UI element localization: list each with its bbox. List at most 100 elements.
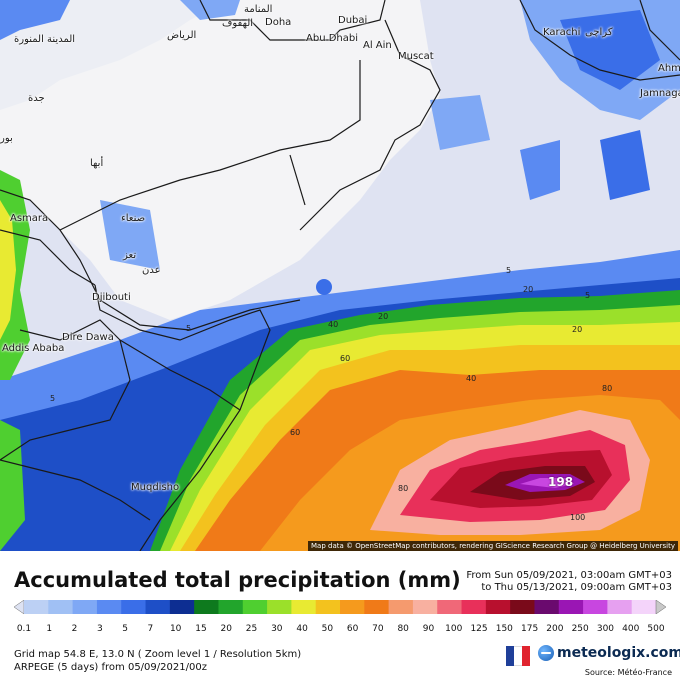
time-range-from: From Sun 05/09/2021, 03:00am GMT+03 [466, 570, 672, 581]
meteologix-logo[interactable]: meteologix.com [538, 645, 680, 661]
legend-tick-label: 30 [271, 624, 283, 634]
contour-label: 5 [585, 291, 591, 300]
model-info: ARPEGE (5 days) from 05/09/2021/00z [14, 662, 207, 673]
time-range-to: to Thu 05/13/2021, 09:00am GMT+03 [481, 582, 672, 593]
legend-tick-label: 10 [169, 624, 182, 634]
legend-swatch [169, 600, 195, 614]
legend-swatch [461, 600, 487, 614]
globe-icon [538, 645, 554, 661]
legend-tick-label: 400 [622, 624, 640, 634]
city-label-jeddah: جدة [28, 93, 45, 104]
contour-label: 60 [340, 354, 351, 363]
legend-tick-label: 50 [321, 624, 334, 634]
contour-label: 20 [523, 285, 534, 294]
contour-label: 5 [50, 394, 56, 403]
city-label-abha: أبها [90, 158, 104, 169]
legend-swatch [267, 600, 292, 614]
contour-label-max: 198 [548, 475, 574, 489]
france-flag-icon [506, 646, 530, 666]
legend-tick-label: 300 [596, 624, 615, 634]
legend-tick-label: 40 [296, 624, 308, 634]
city-label-karachi: Karachi [543, 27, 581, 38]
legend-tick-label: 70 [372, 624, 384, 634]
city-label-dire-dawa: Dire Dawa [62, 332, 114, 343]
city-label-karachi-urdu: كراچی [585, 27, 613, 38]
legend-swatch [218, 600, 244, 614]
city-label-sanaa: صنعاء [121, 213, 146, 224]
legend-arrow-right [655, 600, 666, 614]
contour-label: 5 [186, 324, 192, 333]
legend-tick-label: 500 [647, 624, 665, 634]
legend-swatch [24, 600, 49, 614]
contour-label: 100 [570, 513, 586, 522]
legend-tick-label: 3 [96, 624, 103, 634]
legend-swatch [194, 600, 219, 614]
legend-color-bar [14, 600, 666, 614]
logo-text: meteologix.com [557, 645, 680, 661]
legend-swatch [534, 600, 560, 614]
contour-label: 80 [602, 384, 613, 393]
city-label-taiz: تعز [123, 250, 137, 261]
city-label-muscat: Muscat [398, 51, 434, 62]
city-label-al-ain: Al Ain [363, 40, 392, 51]
legend-tick-label: 200 [546, 624, 564, 634]
map-title: Accumulated total precipitation (mm) [14, 568, 461, 592]
city-label-jamnagar: Jamnaga [640, 88, 680, 99]
contour-label: 40 [466, 374, 477, 383]
legend-swatch [315, 600, 341, 614]
legend-tick-label: 15 [195, 624, 207, 634]
legend-swatch [121, 600, 147, 614]
contour-label: 80 [398, 484, 409, 493]
city-label-asmara: Asmara [10, 213, 49, 224]
city-label-muqdisho: Muqdisho [131, 482, 180, 493]
city-label-riyadh: الرياض [167, 30, 197, 41]
legend-tick-label: 100 [445, 624, 463, 634]
legend-swatch [340, 600, 365, 614]
legend-tick-label: 125 [470, 624, 488, 634]
legend-swatch [242, 600, 268, 614]
legend-swatch [96, 600, 122, 614]
city-label-dubai: Dubai [338, 15, 368, 26]
legend-tick-label: 0.1 [16, 624, 32, 634]
legend-arrow-left [14, 600, 25, 614]
city-label-madinah: المدينة المنورة [14, 34, 76, 45]
legend-tick-label: 7 [147, 624, 154, 634]
legend-swatch [364, 600, 390, 614]
map-attribution[interactable]: Map data © OpenStreetMap contributors, r… [308, 541, 678, 551]
city-label-addis-ababa: Addis Ababa [2, 343, 65, 354]
city-label-aden: عدن [142, 265, 161, 276]
legend-tick-label: 150 [495, 624, 513, 634]
legend-tick-label: 20 [220, 624, 232, 634]
legend-swatch [631, 600, 657, 614]
map-canvas [0, 0, 680, 551]
legend-swatch [388, 600, 414, 614]
city-label-ahmedabad: Ahm [658, 63, 680, 74]
legend-swatch [485, 600, 511, 614]
legend-swatch [510, 600, 535, 614]
legend-swatch [558, 600, 584, 614]
contour-label: 5 [506, 266, 512, 275]
legend-tick-label: 5 [122, 624, 128, 634]
legend-swatch [583, 600, 608, 614]
grid-info: Grid map 54.8 E, 13.0 N ( Zoom level 1 /… [14, 649, 302, 660]
legend-tick-label: 1 [46, 624, 53, 634]
city-label-manama: المنامة [244, 4, 273, 15]
legend-tick-label: 90 [422, 624, 435, 634]
map-footer [0, 551, 680, 680]
legend-swatch [607, 600, 633, 614]
city-label-djibouti: Djibouti [92, 292, 131, 303]
legend-swatch [291, 600, 317, 614]
city-label-doha: Doha [265, 17, 292, 28]
legend-tick-label: 60 [346, 624, 359, 634]
legend-swatch [412, 600, 438, 614]
contour-label: 40 [328, 320, 339, 329]
contour-label: 20 [572, 325, 583, 334]
city-label-port-sudan: بور [0, 133, 13, 144]
precipitation-map[interactable]: المدينة المنورة الرياض المنامة الهفوف Do… [0, 0, 680, 551]
data-source: Source: Météo-France [584, 668, 672, 677]
legend-swatch [48, 600, 74, 614]
legend-tick-label: 2 [71, 624, 78, 634]
contour-label: 60 [290, 428, 301, 437]
legend-tick-label: 25 [245, 624, 258, 634]
city-label-abu-dhabi: Abu Dhabi [306, 33, 358, 44]
